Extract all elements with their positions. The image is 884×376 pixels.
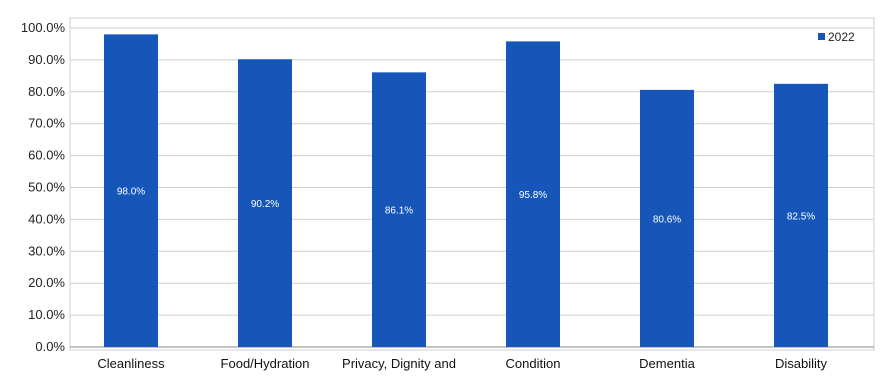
bar — [774, 83, 828, 347]
x-tick-label: Food/Hydration — [221, 356, 310, 371]
bar — [238, 59, 292, 348]
y-tick-label: 30.0% — [28, 243, 65, 258]
data-labels: 98.0% 90.2% 86.1% 95.8% 80.6% 82.5% — [117, 187, 815, 226]
y-tick-label: 10.0% — [28, 307, 65, 322]
bars — [104, 34, 828, 348]
data-label: 90.2% — [251, 199, 279, 210]
x-tick-label: Dementia — [639, 356, 695, 371]
bar — [506, 41, 560, 347]
x-tick-label: Condition — [506, 356, 561, 371]
plot-area — [69, 17, 875, 351]
bar — [372, 72, 426, 347]
gridlines — [70, 27, 874, 348]
legend-label: 2022 — [828, 30, 855, 44]
data-label: 82.5% — [787, 211, 815, 222]
x-tick-label: Cleanliness — [97, 356, 165, 371]
y-tick-label: 100.0% — [21, 20, 66, 35]
legend: 2022 — [818, 30, 855, 44]
y-tick-label: 70.0% — [28, 116, 65, 131]
data-label: 80.6% — [653, 214, 681, 225]
x-axis: Cleanliness Food/Hydration Privacy, Dignit… — [97, 356, 827, 371]
data-label: 86.1% — [385, 206, 413, 217]
legend-swatch — [818, 33, 825, 40]
y-tick-label: 50.0% — [28, 180, 65, 195]
y-tick-label: 90.0% — [28, 52, 65, 67]
y-tick-label: 0.0% — [35, 339, 65, 354]
y-tick-label: 80.0% — [28, 84, 65, 99]
y-axis: 0.0% 10.0% 20.0% 30.0% 40.0% 50.0% 60.0% 70.0% 8… — [21, 20, 66, 354]
bar — [640, 89, 694, 348]
x-tick-label: Disability — [775, 356, 828, 371]
data-label: 95.8% — [519, 190, 547, 201]
data-label: 98.0% — [117, 187, 145, 198]
y-tick-label: 20.0% — [28, 275, 65, 290]
bar — [104, 34, 158, 347]
y-tick-label: 40.0% — [28, 211, 65, 226]
x-tick-label: Privacy, Dignity and — [342, 356, 456, 371]
y-tick-label: 60.0% — [28, 148, 65, 163]
